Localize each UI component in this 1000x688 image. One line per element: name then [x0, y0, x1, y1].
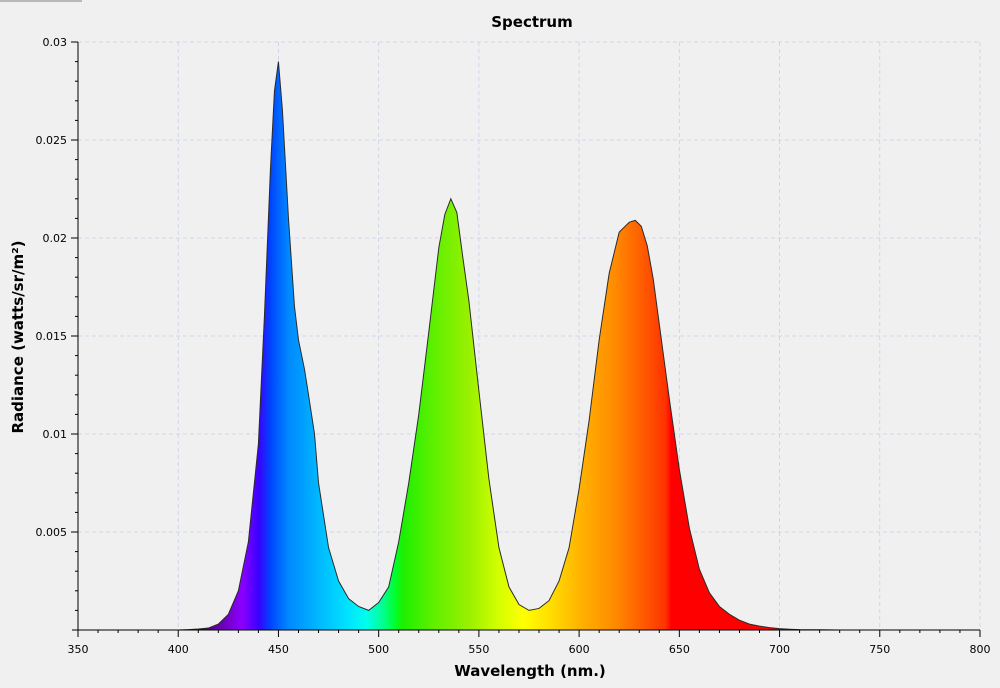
x-tick-label: 800	[970, 643, 991, 656]
corner-tab	[0, 0, 82, 2]
y-tick-label: 0.025	[36, 134, 68, 147]
y-tick-label: 0.015	[36, 330, 68, 343]
axes	[72, 42, 980, 636]
x-tick-label: 400	[168, 643, 189, 656]
x-tick-label: 650	[669, 643, 690, 656]
plot-area	[138, 61, 940, 631]
y-tick-label: 0.005	[36, 526, 68, 539]
x-tick-label: 350	[68, 643, 89, 656]
y-tick-label: 0.01	[43, 428, 68, 441]
x-tick-label: 750	[869, 643, 890, 656]
y-axis-ticks: 0.005 0.01 0.015 0.02 0.025 0.03	[36, 36, 78, 611]
x-tick-label: 500	[368, 643, 389, 656]
grid	[78, 41, 981, 630]
x-tick-label: 450	[268, 643, 289, 656]
y-axis-label: Radiance (watts/sr/m²)	[9, 240, 27, 433]
y-tick-label: 0.03	[43, 36, 68, 49]
x-tick-label: 600	[569, 643, 590, 656]
chart-title: Spectrum	[491, 13, 572, 31]
spectrum-area	[138, 61, 940, 631]
x-axis-ticks: 350 400 450 500 550 600 650 700 750 800	[68, 630, 991, 656]
y-tick-label: 0.02	[43, 232, 68, 245]
x-tick-label: 550	[468, 643, 489, 656]
spectrum-outline	[138, 61, 940, 631]
x-tick-label: 700	[769, 643, 790, 656]
x-axis-label: Wavelength (nm.)	[454, 662, 606, 680]
